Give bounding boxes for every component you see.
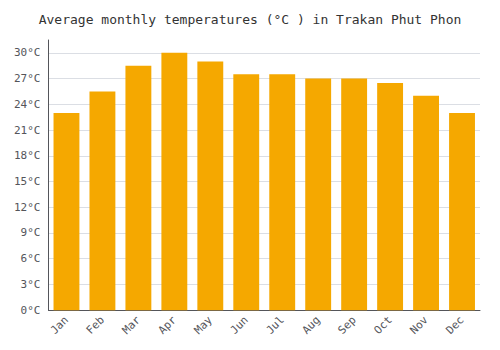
svg-text:Jan: Jan <box>48 314 71 337</box>
svg-text:Apr: Apr <box>156 313 179 336</box>
svg-text:30°C: 30°C <box>14 46 41 59</box>
svg-text:27°C: 27°C <box>14 72 41 85</box>
svg-text:21°C: 21°C <box>14 124 41 137</box>
svg-text:12°C: 12°C <box>14 201 41 214</box>
svg-text:Jul: Jul <box>264 314 287 337</box>
svg-text:Sep: Sep <box>336 314 359 337</box>
svg-text:May: May <box>192 313 215 336</box>
svg-text:Mar: Mar <box>120 313 143 336</box>
svg-text:Jun: Jun <box>228 314 251 337</box>
svg-text:Nov: Nov <box>407 313 430 336</box>
svg-text:Dec: Dec <box>443 314 466 337</box>
svg-text:Feb: Feb <box>84 314 107 337</box>
svg-text:Oct: Oct <box>371 314 394 337</box>
svg-text:0°C: 0°C <box>21 304 41 317</box>
svg-text:Average monthly temperatures (: Average monthly temperatures (°C ) in Tr… <box>39 12 462 27</box>
svg-text:6°C: 6°C <box>21 252 41 265</box>
svg-text:Aug: Aug <box>300 314 323 337</box>
svg-text:9°C: 9°C <box>21 226 41 239</box>
svg-text:24°C: 24°C <box>14 98 41 111</box>
svg-text:15°C: 15°C <box>14 175 41 188</box>
svg-text:3°C: 3°C <box>21 278 41 291</box>
svg-text:18°C: 18°C <box>14 149 41 162</box>
